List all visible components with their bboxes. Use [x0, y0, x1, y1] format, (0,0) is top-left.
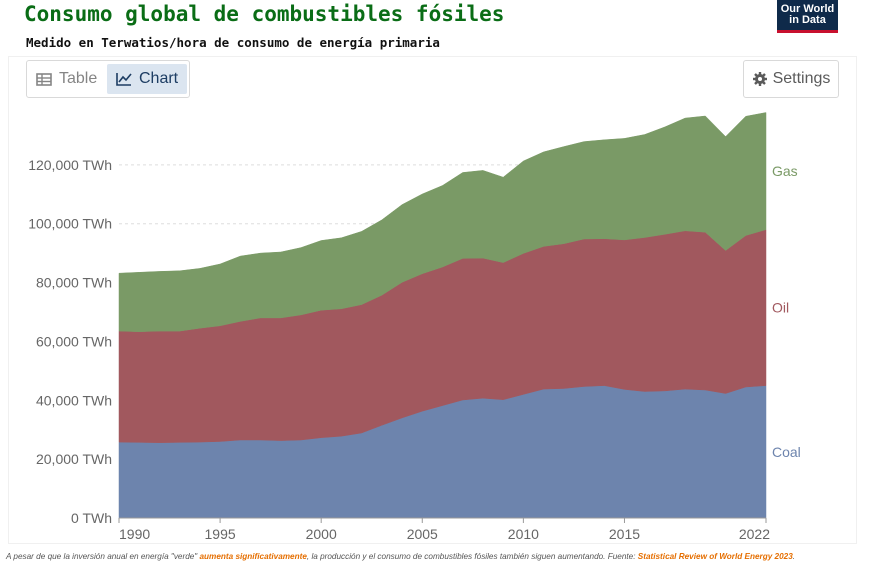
settings-button[interactable]: Settings — [743, 60, 839, 98]
y-tick-label: 100,000 TWh — [28, 216, 112, 232]
y-tick-label: 0 TWh — [71, 510, 112, 526]
footer-prefix: A pesar de que la inversión anual en ene… — [6, 552, 200, 561]
footer-source-link[interactable]: Statistical Review of World Energy 2023 — [637, 552, 793, 561]
tab-chart-label: Chart — [139, 70, 179, 87]
gear-icon — [752, 71, 768, 87]
chart-subtitle: Medido en Terwatios/hora de consumo de e… — [26, 35, 440, 50]
x-tick-label: 1995 — [205, 526, 236, 542]
view-tabs: Table Chart — [26, 60, 190, 98]
table-icon — [35, 70, 53, 88]
x-tick-label: 2015 — [609, 526, 640, 542]
y-tick-label: 60,000 TWh — [36, 333, 112, 349]
tab-chart[interactable]: Chart — [107, 64, 187, 94]
tab-table-label: Table — [59, 70, 98, 87]
x-tick-label: 2022 — [739, 526, 770, 542]
footer-note: A pesar de que la inversión anual en ene… — [6, 552, 795, 561]
series-labels: Coal Oil Gas — [772, 163, 801, 460]
logo-line-2: in Data — [789, 14, 826, 26]
settings-label: Settings — [772, 70, 831, 87]
chart-frame — [8, 56, 857, 544]
y-tick-label: 40,000 TWh — [36, 392, 112, 408]
y-tick-label: 120,000 TWh — [28, 157, 112, 173]
chart-title: Consumo global de combustibles fósiles — [24, 2, 505, 26]
logo-line-1: Our World — [780, 3, 835, 15]
x-tick-label: 1990 — [119, 526, 150, 542]
x-tick-label: 2010 — [508, 526, 539, 542]
series-label-coal: Coal — [772, 444, 801, 460]
area-gas[interactable] — [118, 112, 767, 332]
y-tick-label: 80,000 TWh — [36, 275, 112, 291]
series-label-oil: Oil — [772, 300, 789, 316]
series-label-gas: Gas — [772, 163, 798, 179]
footer-suffix: . — [792, 552, 796, 561]
tab-table[interactable]: Table — [35, 64, 97, 94]
chart-icon — [115, 70, 133, 88]
x-tick-label: 2000 — [306, 526, 337, 542]
axes: 0 TWh 20,000 TWh 40,000 TWh 60,000 TWh 80,00… — [28, 157, 770, 542]
owid-logo[interactable]: Our World in Data — [777, 0, 838, 33]
y-tick-label: 20,000 TWh — [36, 451, 112, 467]
x-tick-label: 2005 — [407, 526, 438, 542]
footer-middle: , la producción y el consumo de combusti… — [306, 552, 638, 561]
footer-highlight-link[interactable]: aumenta significativamente — [199, 552, 307, 561]
areas — [118, 112, 767, 519]
